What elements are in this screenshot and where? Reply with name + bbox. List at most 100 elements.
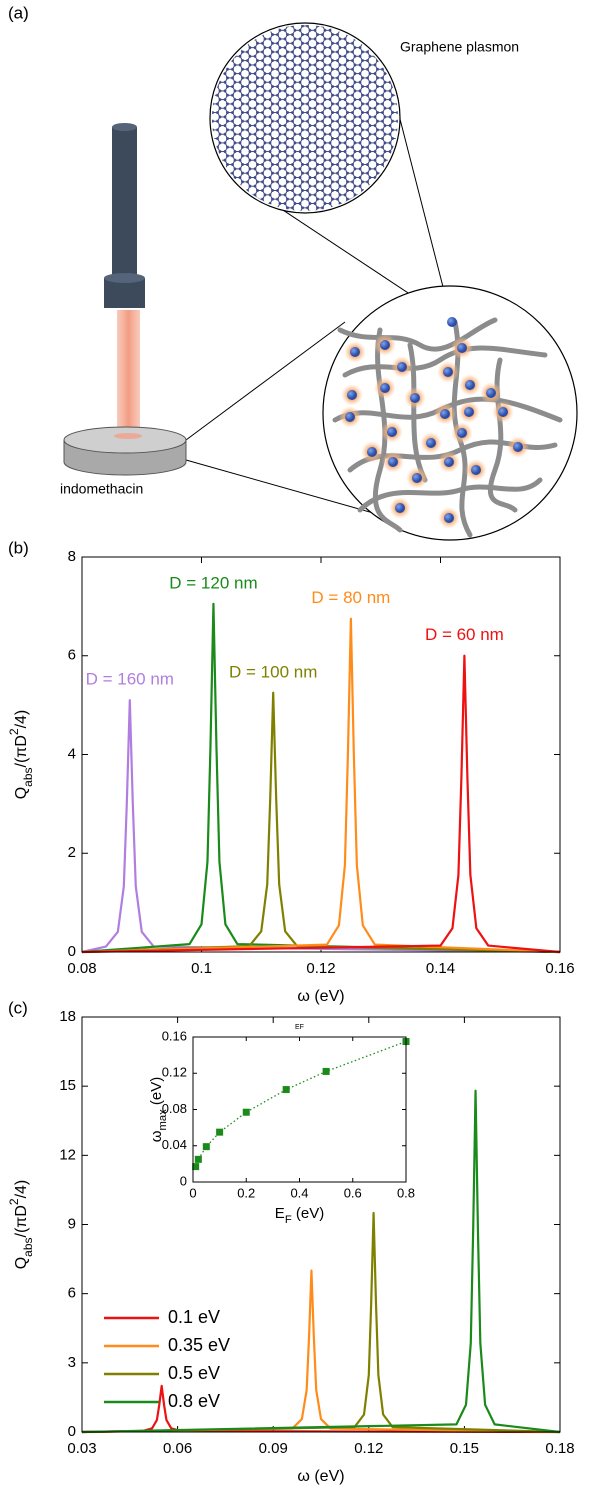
marker bbox=[194, 1155, 202, 1163]
graphene-lattice bbox=[212, 25, 398, 211]
x-tick-label: 0.4 bbox=[290, 1185, 308, 1200]
panel-label: (a) bbox=[8, 3, 29, 22]
label-part: Q bbox=[13, 1257, 30, 1269]
x-tick-label: 0.1 bbox=[191, 960, 212, 977]
x-tick-label: 0.15 bbox=[450, 1440, 479, 1457]
label-part: max bbox=[157, 1109, 169, 1131]
y-tick-label: 0.08 bbox=[162, 1101, 187, 1116]
data-line bbox=[81, 1089, 561, 1434]
x-tick-label: 0.08 bbox=[67, 960, 96, 977]
panel-a: (a) Graphene plasmon indomethacin bbox=[8, 3, 578, 541]
label-part: Q bbox=[13, 787, 30, 799]
x-tick-label: 0.09 bbox=[259, 1440, 288, 1457]
y-tick-label: 0.16 bbox=[162, 1028, 187, 1043]
y-tick-label: 12 bbox=[59, 1146, 76, 1163]
x-tick-label: 0.6 bbox=[344, 1185, 362, 1200]
label-part: /(πD bbox=[13, 1205, 30, 1237]
spot bbox=[114, 433, 142, 439]
label-part: (eV) bbox=[148, 1077, 165, 1110]
label-part: (eV) bbox=[292, 1205, 325, 1222]
connector bbox=[185, 321, 346, 441]
objective-ring-top bbox=[104, 273, 145, 283]
label-part: E bbox=[275, 1205, 285, 1222]
series-label: D = 100 nm bbox=[229, 662, 317, 681]
data-line bbox=[81, 617, 561, 954]
y-tick-label: 0 bbox=[68, 1423, 76, 1440]
label-part: /(πD bbox=[13, 735, 30, 767]
sample-label: indomethacin bbox=[60, 481, 143, 497]
series-label: D = 60 nm bbox=[425, 625, 504, 644]
label-part: F bbox=[285, 1214, 292, 1226]
data-line bbox=[81, 699, 561, 954]
x-tick-label: 0.12 bbox=[306, 960, 335, 977]
data-line bbox=[81, 654, 561, 954]
nanoparticles bbox=[339, 317, 529, 529]
marker bbox=[216, 1128, 224, 1136]
x-tick-label: 0.03 bbox=[67, 1440, 96, 1457]
y-tick-label: 8 bbox=[68, 548, 76, 565]
marker bbox=[322, 1067, 330, 1075]
objective bbox=[112, 127, 137, 279]
y-axis-label: Qabs/(πD2/4) bbox=[7, 710, 35, 800]
plot-frame bbox=[192, 1036, 407, 1183]
connector bbox=[185, 459, 406, 523]
chart-title: EF bbox=[295, 1024, 304, 1031]
y-tick-label: 0 bbox=[180, 1173, 187, 1188]
legend-label: 0.5 eV bbox=[168, 1363, 220, 1383]
x-axis-label: EF (eV) bbox=[275, 1205, 324, 1226]
plot-frame bbox=[81, 556, 561, 953]
y-tick-label: 9 bbox=[68, 1215, 76, 1232]
sample-disk-top bbox=[63, 426, 187, 454]
x-tick-label: 0.06 bbox=[163, 1440, 192, 1457]
series-label: D = 160 nm bbox=[86, 670, 174, 689]
legend-label: 0.8 eV bbox=[168, 1391, 220, 1411]
x-tick-label: 0.18 bbox=[545, 1440, 574, 1457]
y-tick-label: 0.12 bbox=[162, 1065, 187, 1080]
x-tick-label: 0 bbox=[189, 1185, 196, 1200]
series-label: D = 120 nm bbox=[169, 573, 257, 592]
y-tick-label: 4 bbox=[68, 745, 76, 762]
y-tick-label: 0.04 bbox=[162, 1137, 187, 1152]
y-tick-label: 2 bbox=[68, 844, 76, 861]
x-tick-label: 0.8 bbox=[397, 1185, 415, 1200]
x-axis-label: ω (eV) bbox=[297, 988, 344, 1005]
label-part: ω (eV) bbox=[297, 988, 344, 1005]
legend-label: 0.35 eV bbox=[168, 1335, 230, 1355]
data-line bbox=[81, 1269, 561, 1434]
y-tick-label: 0 bbox=[68, 943, 76, 960]
label-part: abs bbox=[21, 1237, 35, 1256]
x-tick-label: 0.12 bbox=[354, 1440, 383, 1457]
x-tick-label: 0.16 bbox=[545, 960, 574, 977]
panel-label: (b) bbox=[8, 538, 29, 557]
y-tick-label: 6 bbox=[68, 1285, 76, 1302]
x-axis-label: ω (eV) bbox=[297, 1468, 344, 1485]
label-part: 2 bbox=[7, 1198, 21, 1205]
data-line bbox=[81, 602, 561, 954]
label-part: abs bbox=[21, 767, 35, 786]
marker bbox=[242, 1108, 250, 1116]
x-tick-label: 0.14 bbox=[426, 960, 455, 977]
label-part: 2 bbox=[7, 728, 21, 735]
series-label: D = 80 nm bbox=[311, 588, 390, 607]
callout: Graphene plasmon bbox=[400, 39, 519, 55]
y-tick-label: 18 bbox=[59, 1008, 76, 1025]
x-tick-label: 0.2 bbox=[237, 1185, 255, 1200]
y-axis-label: Qabs/(πD2/4) bbox=[7, 1180, 35, 1270]
data-line bbox=[81, 1211, 561, 1434]
beam bbox=[117, 310, 140, 430]
label-part: /4) bbox=[13, 1180, 30, 1199]
panel-label: (c) bbox=[8, 998, 28, 1017]
objective-top bbox=[112, 123, 137, 131]
marker bbox=[202, 1143, 210, 1151]
y-axis-label: ωmax (eV) bbox=[148, 1077, 169, 1143]
inset-background bbox=[193, 1037, 406, 1182]
y-tick-label: 6 bbox=[68, 647, 76, 664]
legend-label: 0.1 eV bbox=[168, 1307, 220, 1327]
marker bbox=[282, 1086, 290, 1094]
y-tick-label: 15 bbox=[59, 1077, 76, 1094]
data-line bbox=[81, 691, 561, 954]
label-part: ω (eV) bbox=[297, 1468, 344, 1485]
label-part: /4) bbox=[13, 710, 30, 729]
